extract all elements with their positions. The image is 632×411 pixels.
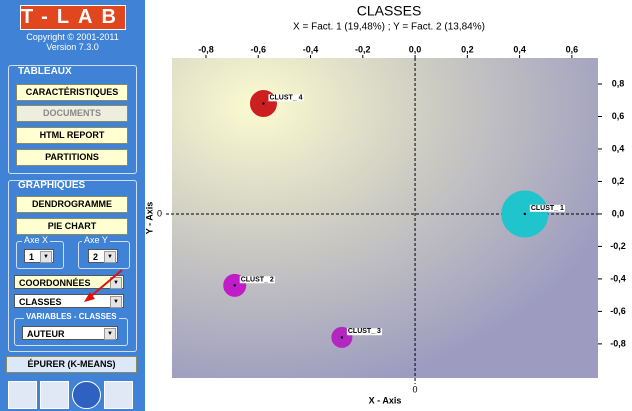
group-box (8, 65, 137, 174)
y-tick-label: 0,6 (612, 111, 625, 121)
label-box (529, 204, 565, 212)
point-label: CLUST_ 1 (531, 205, 564, 212)
arrow-head (84, 292, 95, 302)
x-tick-label: 0,6 (566, 44, 579, 54)
point-label: CLUST_ 2 (241, 276, 274, 283)
button[interactable]: CARACTÉRISTIQUES (16, 84, 128, 101)
origin-label: 0 (413, 384, 418, 394)
icon-button[interactable] (104, 381, 133, 409)
y-tick-label: -0,8 (610, 338, 626, 348)
point (340, 336, 344, 339)
x-tick-label: 0,0 (409, 44, 422, 54)
y-tick-label: 0,2 (612, 176, 625, 186)
button[interactable]: DENDROGRAMME (16, 196, 128, 213)
point (233, 284, 236, 287)
chart-subtitle: X = Fact. 1 (19,48%) ; Y = Fact. 2 (13,8… (293, 22, 485, 33)
x-tick-label: -0,4 (303, 44, 319, 54)
button[interactable]: PIE CHART (16, 218, 128, 235)
button[interactable]: HTML REPORT (16, 127, 128, 144)
label: VARIABLES - CLASSES (24, 312, 119, 321)
arrow-layer (84, 269, 123, 302)
chart-title: CLASSES (357, 3, 422, 19)
x-axis-label: X - Axis (369, 395, 402, 405)
dropdown[interactable]: AUTEUR (22, 326, 118, 340)
group-title: TABLEAUX (18, 66, 72, 77)
y-tick-label: -0,2 (610, 241, 626, 251)
point-label: CLUST_ 4 (269, 94, 302, 101)
y-axis-label: Y - Axis (145, 202, 154, 235)
point (523, 212, 527, 216)
sidebar: T-LAB Copyright © 2001-2011 Version 7.3.… (0, 0, 145, 411)
x-tick-label: -0,6 (250, 44, 266, 54)
button: DOCUMENTS (16, 105, 128, 122)
button[interactable]: PARTITIONS (16, 149, 128, 166)
point (262, 102, 265, 105)
icon-button[interactable] (40, 381, 69, 409)
label: Axe Y (82, 235, 110, 245)
x-tick-label: -0,8 (198, 44, 214, 54)
dropdown[interactable]: CLASSES (14, 294, 124, 308)
x-tick-label: -0,2 (355, 44, 371, 54)
label: Axe X (22, 235, 51, 245)
logo: T-LAB (20, 5, 126, 30)
label-box (268, 94, 304, 102)
group-title: GRAPHIQUES (18, 180, 86, 191)
icon-button[interactable] (8, 381, 37, 409)
dropdown[interactable]: COORDONNÉES (14, 275, 124, 289)
arrow (89, 269, 123, 298)
button[interactable]: ÉPURER (K-MEANS) (6, 356, 137, 373)
y-tick-label: -0,6 (610, 306, 626, 316)
origin-label: 0 (157, 208, 162, 218)
x-tick-label: 0,4 (513, 44, 526, 54)
point-label: CLUST_ 3 (348, 328, 381, 335)
copyright: Copyright © 2001-2011 (26, 32, 119, 42)
y-tick-label: -0,4 (610, 273, 626, 283)
group-box (8, 180, 137, 352)
y-tick-label: 0,8 (612, 78, 625, 88)
y-tick-label: 0,4 (612, 143, 625, 153)
dropdown[interactable]: 2 (88, 249, 118, 263)
y-tick-label: 0,0 (612, 208, 625, 218)
version: Version 7.3.0 (46, 42, 99, 52)
x-tick-label: 0,2 (461, 44, 474, 54)
chart: CLASSES X = Fact. 1 (19,48%) ; Y = Fact.… (145, 3, 626, 406)
label-box (346, 328, 383, 336)
label-box (239, 276, 275, 284)
dropdown[interactable]: 1 (24, 249, 54, 263)
help-button[interactable] (72, 381, 101, 409)
